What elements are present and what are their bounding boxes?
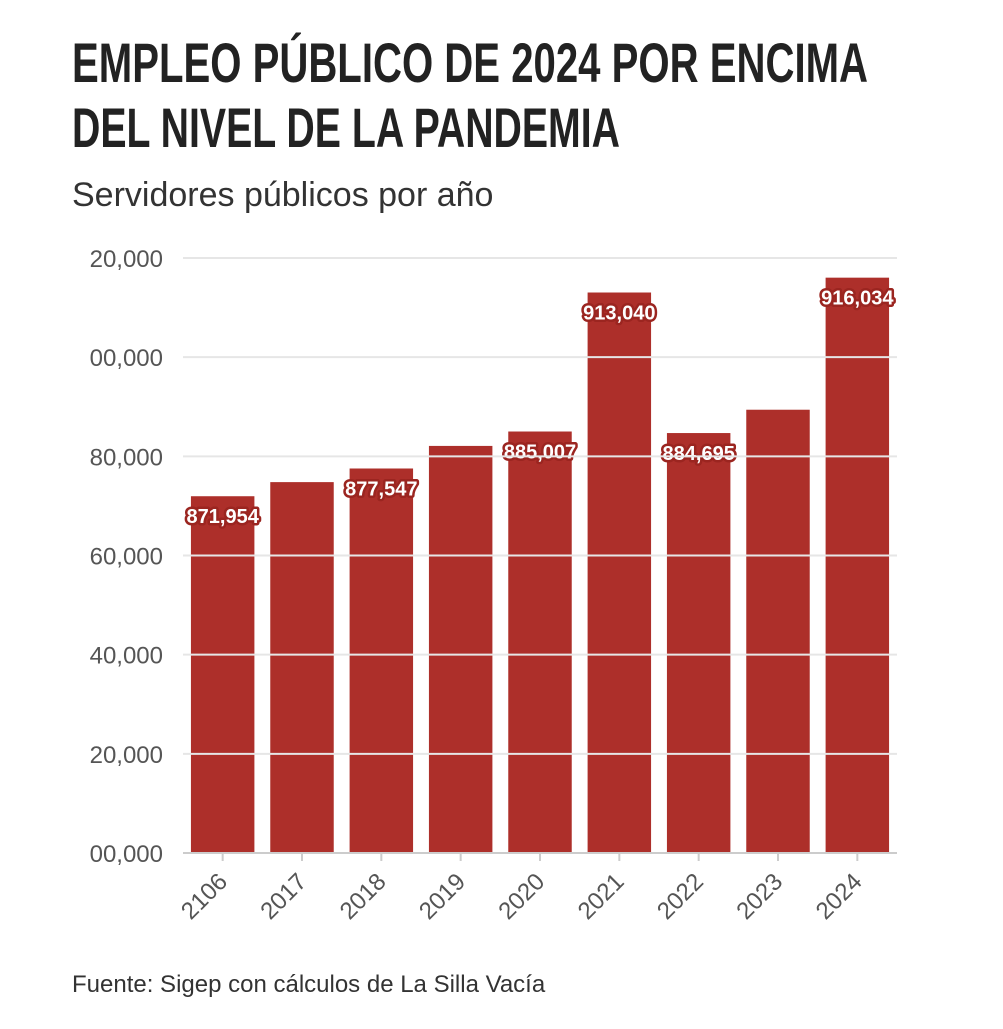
y-tick-label: 00,000 [90,345,163,372]
x-tick-label: 2022 [652,868,709,925]
x-tick-label: 2106 [176,868,233,925]
bar [349,468,414,853]
data-label: 877,547 [345,478,417,500]
x-tick-label: 2023 [731,868,788,925]
x-tick-label: 2021 [573,868,630,925]
x-tick-label: 2017 [255,868,312,925]
chart-title: DEL NIVEL DE LA PANDEMIA [72,96,620,159]
bar [825,277,890,853]
bar [666,433,731,853]
chart-subtitle: Servidores públicos por año [72,176,493,214]
y-tick-label: 20,000 [90,246,163,273]
y-tick-label: 60,000 [90,544,163,571]
data-label: 884,695 [663,443,735,465]
y-tick-label: 80,000 [90,444,163,471]
bar [270,482,334,853]
bar [746,409,810,853]
bar [508,431,572,853]
y-tick-label: 00,000 [90,841,163,868]
data-label: 913,040 [583,303,655,325]
data-label: 871,954 [187,506,260,528]
plot-area: 871,954 877,547 885,007 913,040 884,695 916,0… [184,277,897,853]
data-label: 916,034 [821,288,894,310]
x-tick-label: 2018 [335,868,392,925]
chart-title: EMPLEO PÚBLICO DE 2024 POR ENCIMA [72,31,868,94]
bar [190,496,255,853]
y-tick-label: 20,000 [90,742,163,769]
x-tick-label: 2020 [493,868,550,925]
data-label: 885,007 [504,442,576,464]
bar [587,292,652,853]
source-note: Fuente: Sigep con cálculos de La Silla V… [72,971,546,998]
x-tick-label: 2019 [414,868,471,925]
x-tick-label: 2024 [811,868,868,925]
y-tick-label: 40,000 [90,643,163,670]
bar [428,445,493,853]
